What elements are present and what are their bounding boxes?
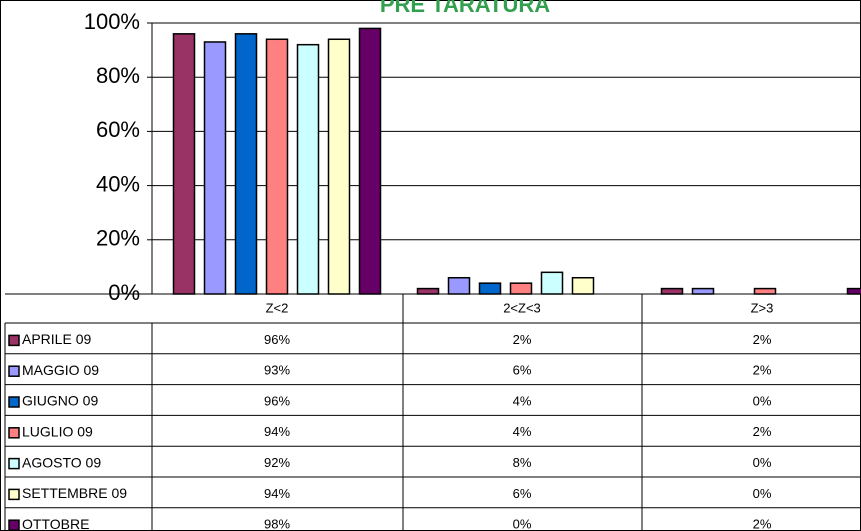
value-label: 94% — [264, 486, 290, 501]
bar — [327, 38, 351, 295]
x-tick-label: Z>3 — [751, 300, 774, 315]
bar — [571, 276, 595, 295]
x-tick-label: 2<Z<3 — [503, 300, 541, 315]
legend-key — [8, 396, 20, 408]
legend-label: AGOSTO 09 — [22, 454, 101, 470]
value-label: 0% — [753, 455, 772, 470]
legend-key — [8, 519, 20, 531]
bar — [540, 271, 564, 295]
bar — [447, 276, 471, 295]
value-label: 96% — [264, 332, 290, 347]
chart-title: PRE TARATURA — [380, 0, 550, 17]
value-label: 2% — [513, 332, 532, 347]
value-label: 2% — [753, 517, 772, 531]
legend-label: SETTEMBRE 09 — [22, 485, 127, 501]
bar — [172, 33, 196, 295]
legend-key — [8, 488, 20, 501]
y-tick-label: 20% — [96, 226, 140, 251]
bar — [416, 287, 440, 295]
value-label: 96% — [264, 393, 290, 408]
bar — [234, 33, 258, 295]
bar — [203, 41, 227, 295]
bar — [478, 282, 502, 295]
value-label: 6% — [513, 363, 532, 378]
bar — [846, 287, 861, 295]
legend-key — [8, 457, 20, 470]
bar — [753, 287, 777, 295]
value-label: 0% — [753, 393, 772, 408]
y-tick-label: 0% — [108, 280, 140, 305]
y-tick-label: 80% — [96, 63, 140, 88]
legend-label: APRILE 09 — [22, 331, 91, 347]
x-tick-label: Z<2 — [266, 300, 289, 315]
value-label: 92% — [264, 455, 290, 470]
value-label: 0% — [753, 486, 772, 501]
legend-key — [8, 365, 20, 377]
y-tick-label: 100% — [84, 9, 140, 34]
legend-key — [8, 427, 20, 439]
bar — [660, 287, 684, 295]
value-label: 6% — [513, 486, 532, 501]
legend-label: LUGLIO 09 — [22, 424, 93, 440]
value-label: 2% — [753, 363, 772, 378]
bar — [509, 282, 533, 295]
value-label: 0% — [513, 517, 532, 531]
bar — [296, 43, 320, 295]
bar — [691, 287, 715, 295]
value-label: 4% — [513, 424, 532, 439]
value-label: 94% — [264, 424, 290, 439]
value-label: 2% — [753, 332, 772, 347]
legend-key — [8, 334, 20, 347]
bar — [358, 27, 382, 295]
legend-label: OTTOBRE — [22, 516, 89, 531]
legend-label: GIUGNO 09 — [22, 393, 98, 409]
bar — [265, 38, 289, 295]
value-label: 4% — [513, 393, 532, 408]
value-label: 2% — [753, 424, 772, 439]
value-label: 98% — [264, 517, 290, 531]
legend-label: MAGGIO 09 — [22, 362, 99, 378]
value-label: 8% — [513, 455, 532, 470]
value-label: 93% — [264, 363, 290, 378]
y-tick-label: 60% — [96, 117, 140, 142]
y-tick-label: 40% — [96, 171, 140, 196]
